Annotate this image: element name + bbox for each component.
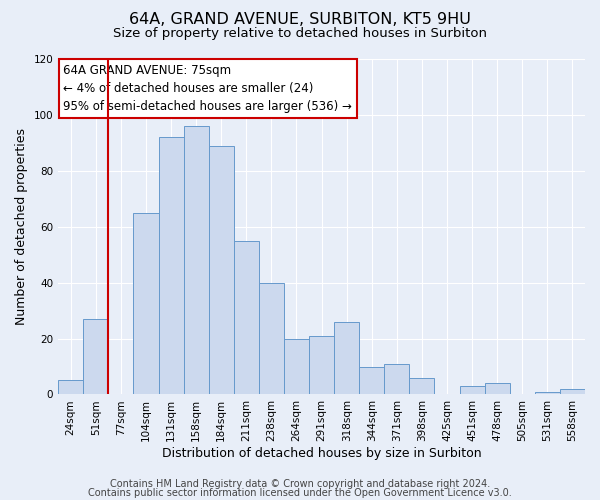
Bar xyxy=(58,380,83,394)
Bar xyxy=(309,336,334,394)
Bar xyxy=(485,384,510,394)
X-axis label: Distribution of detached houses by size in Surbiton: Distribution of detached houses by size … xyxy=(162,447,481,460)
Bar xyxy=(535,392,560,394)
Bar xyxy=(460,386,485,394)
Bar xyxy=(259,282,284,395)
Bar xyxy=(234,240,259,394)
Text: 64A GRAND AVENUE: 75sqm
← 4% of detached houses are smaller (24)
95% of semi-det: 64A GRAND AVENUE: 75sqm ← 4% of detached… xyxy=(64,64,352,113)
Text: Contains HM Land Registry data © Crown copyright and database right 2024.: Contains HM Land Registry data © Crown c… xyxy=(110,479,490,489)
Bar xyxy=(409,378,434,394)
Bar xyxy=(209,146,234,394)
Text: 64A, GRAND AVENUE, SURBITON, KT5 9HU: 64A, GRAND AVENUE, SURBITON, KT5 9HU xyxy=(129,12,471,28)
Bar xyxy=(83,319,109,394)
Bar xyxy=(560,389,585,394)
Bar xyxy=(184,126,209,394)
Bar xyxy=(133,213,158,394)
Bar xyxy=(359,366,385,394)
Text: Size of property relative to detached houses in Surbiton: Size of property relative to detached ho… xyxy=(113,28,487,40)
Bar xyxy=(385,364,409,394)
Bar xyxy=(334,322,359,394)
Bar xyxy=(284,338,309,394)
Y-axis label: Number of detached properties: Number of detached properties xyxy=(15,128,28,325)
Bar xyxy=(158,138,184,394)
Text: Contains public sector information licensed under the Open Government Licence v3: Contains public sector information licen… xyxy=(88,488,512,498)
